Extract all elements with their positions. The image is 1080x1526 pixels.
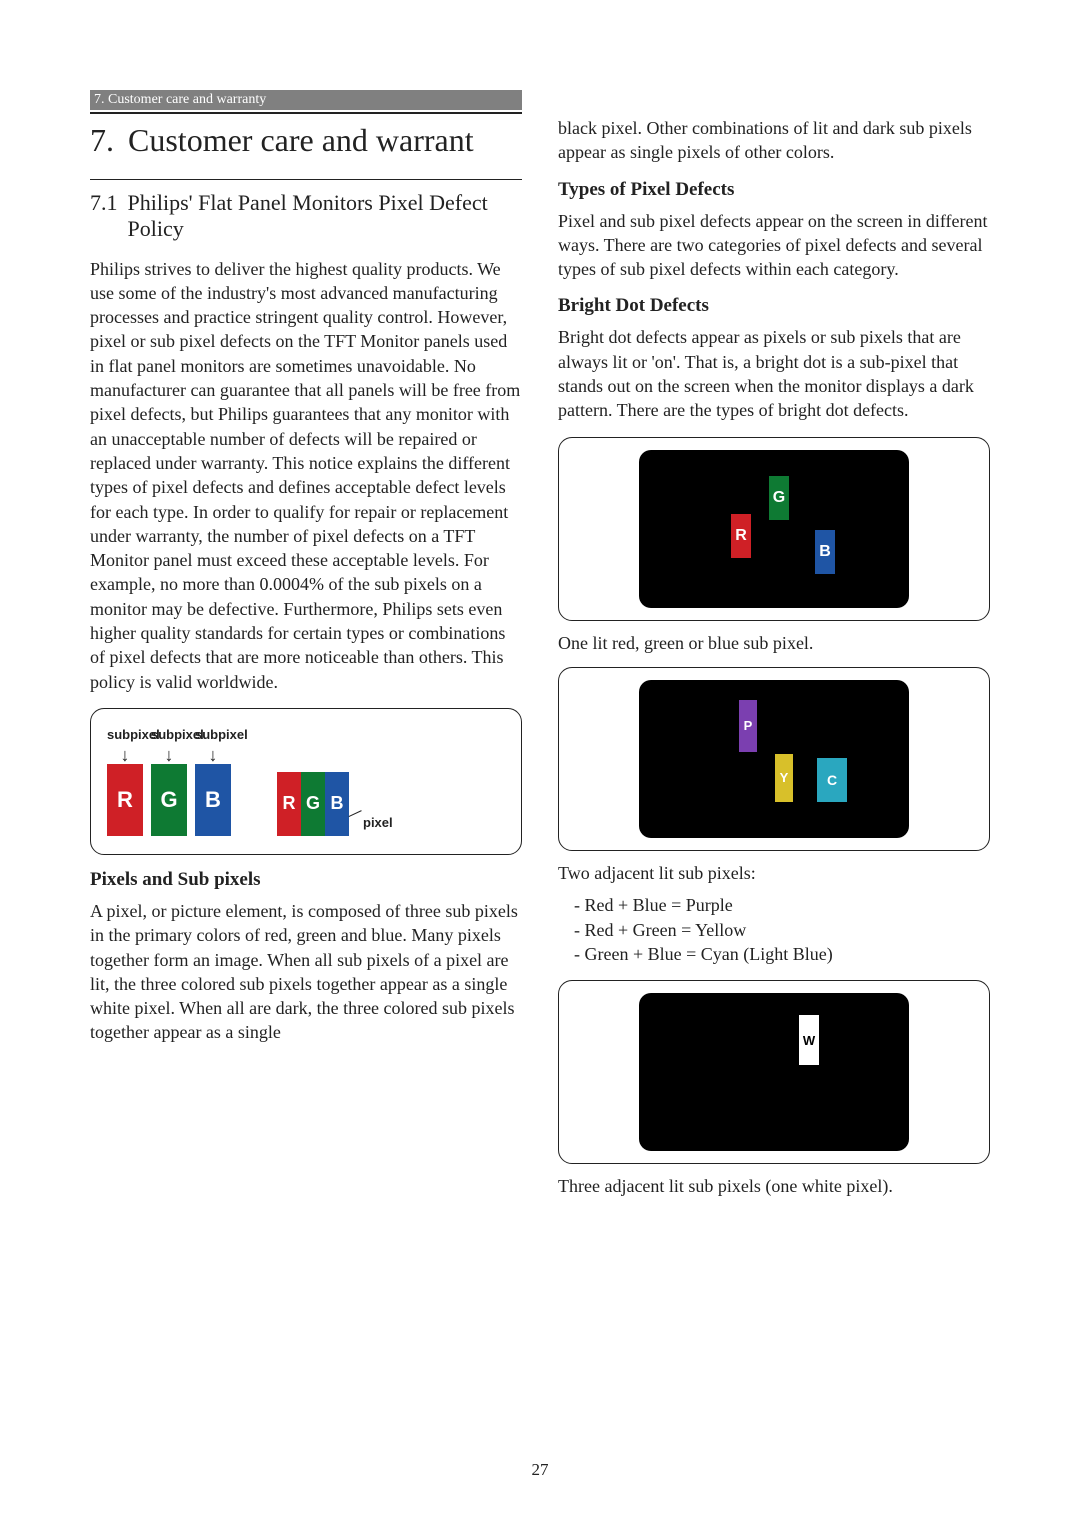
subpixel-diagram: subpixel subpixel subpixel ↓ ↓ ↓ R G B R… (90, 708, 522, 855)
section-number: 7.1 (90, 190, 118, 243)
subpixel-block: B (815, 530, 835, 574)
chapter-title: Customer care and warrant (128, 122, 474, 159)
arrow-down-icon: ↓ (195, 746, 231, 764)
diagram-2-frame: PYC (558, 667, 990, 851)
pixels-subhead: Pixels and Sub pixels (90, 869, 522, 891)
subpixel-bars-row: R G B R G B pixel (107, 764, 505, 836)
left-column: 7. Customer care and warranty 7. Custome… (90, 90, 522, 1210)
section-heading: 7.1 Philips' Flat Panel Monitors Pixel D… (90, 190, 522, 243)
diagram-3-screen: W (639, 993, 909, 1151)
running-header: 7. Customer care and warranty (90, 90, 522, 110)
bar-b-small: B (325, 772, 349, 836)
arrow-down-icon: ↓ (107, 746, 143, 764)
subpixel-block: C (817, 758, 847, 802)
label-subpixel-2: subpixel (151, 727, 187, 742)
intro-paragraph: Philips strives to deliver the highest q… (90, 257, 522, 694)
page-number: 27 (0, 1460, 1080, 1480)
subpixel-block: G (769, 476, 789, 520)
diagram-1-caption: One lit red, green or blue sub pixel. (558, 631, 990, 655)
subpixel-bars-spaced: R G B (107, 764, 231, 836)
subpixel-block: Y (775, 754, 793, 802)
subpixel-block: W (799, 1015, 819, 1065)
list-item: Green + Blue = Cyan (Light Blue) (558, 942, 990, 966)
continuation-paragraph: black pixel. Other combinations of lit a… (558, 116, 990, 165)
bright-paragraph: Bright dot defects appear as pixels or s… (558, 325, 990, 422)
section-title: Philips' Flat Panel Monitors Pixel Defec… (128, 190, 523, 243)
diagram-2-screen: PYC (639, 680, 909, 838)
label-subpixel-3: subpixel (195, 727, 231, 742)
diagram-1-screen: GR B (639, 450, 909, 608)
types-paragraph: Pixel and sub pixel defects appear on th… (558, 209, 990, 282)
rule-section (90, 179, 522, 180)
arrow-down-icon: ↓ (151, 746, 187, 764)
diagram-2-list: Red + Blue = PurpleRed + Green = YellowG… (558, 893, 990, 966)
chapter-heading: 7. Customer care and warrant (90, 122, 522, 159)
subpixel-labels-row: subpixel subpixel subpixel (107, 727, 505, 742)
chapter-number: 7. (90, 122, 114, 159)
diagram-3-frame: W (558, 980, 990, 1164)
subpixel-bars-tight: R G B (277, 772, 349, 836)
bright-subhead: Bright Dot Defects (558, 295, 990, 317)
bar-g: G (151, 764, 187, 836)
bar-r-small: R (277, 772, 301, 836)
diagram-2-caption: Two adjacent lit sub pixels: (558, 861, 990, 885)
list-item: Red + Green = Yellow (558, 918, 990, 942)
label-subpixel-1: subpixel (107, 727, 143, 742)
subpixel-block: P (739, 700, 757, 752)
diagram-3-caption: Three adjacent lit sub pixels (one white… (558, 1174, 990, 1198)
types-subhead: Types of Pixel Defects (558, 179, 990, 201)
pixels-paragraph: A pixel, or picture element, is composed… (90, 899, 522, 1045)
rule-top (90, 112, 522, 114)
bar-r: R (107, 764, 143, 836)
right-column: black pixel. Other combinations of lit a… (558, 90, 990, 1210)
list-item: Red + Blue = Purple (558, 893, 990, 917)
subpixel-arrows-row: ↓ ↓ ↓ (107, 746, 505, 764)
bar-b: B (195, 764, 231, 836)
subpixel-block: R (731, 514, 751, 558)
diagram-1-frame: GR B (558, 437, 990, 621)
bar-g-small: G (301, 772, 325, 836)
label-pixel: pixel (363, 815, 393, 836)
